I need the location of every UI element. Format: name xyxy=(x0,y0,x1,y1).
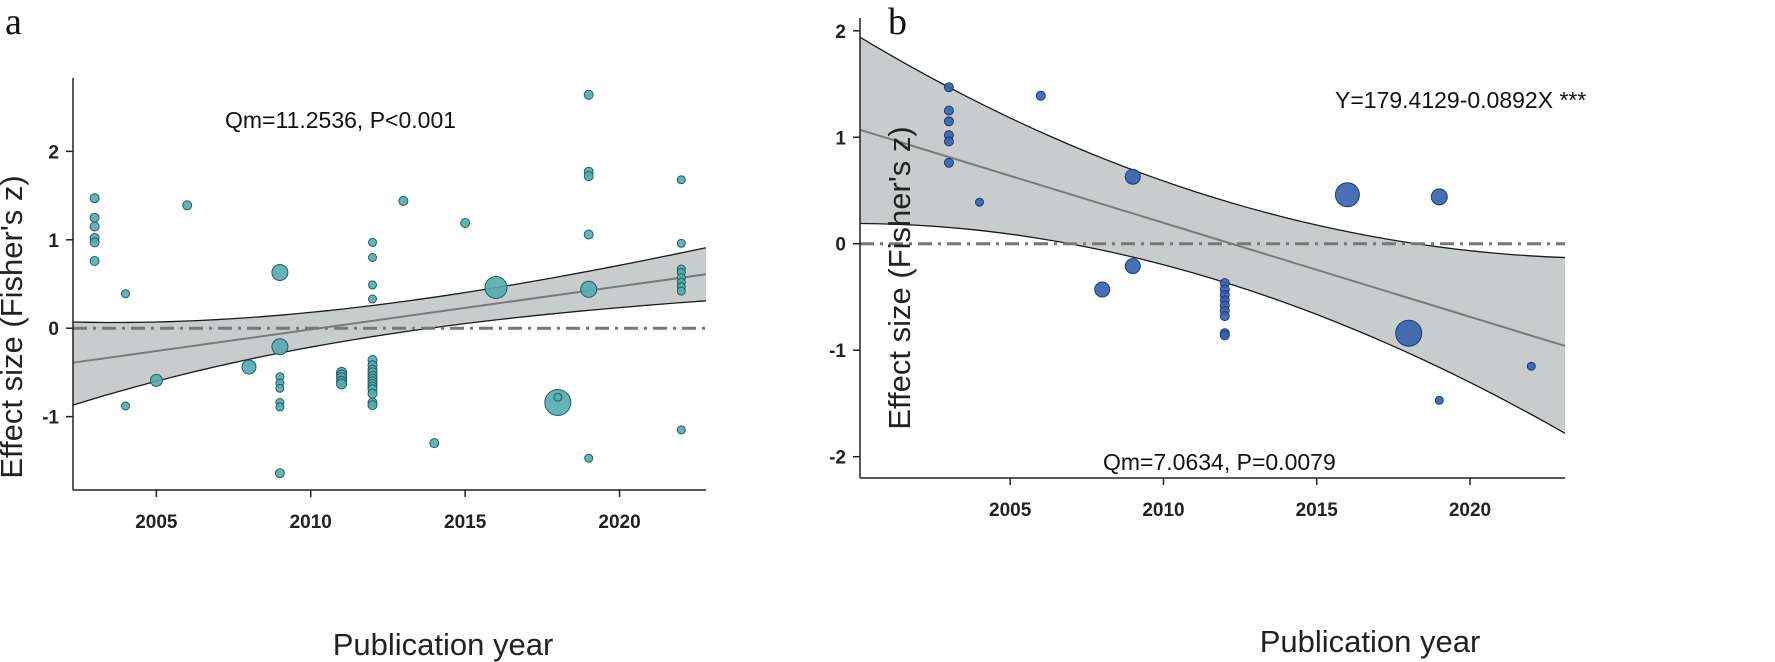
panel-a-x-tick-label: 2015 xyxy=(444,512,487,533)
panel-a-data-point xyxy=(275,383,285,393)
panel-a-data-point xyxy=(676,286,686,296)
panel-b-data-point xyxy=(1434,395,1444,405)
panel-b-x-tick-label: 2020 xyxy=(1449,500,1491,521)
panel-a-regression-line xyxy=(72,273,707,364)
panel-a-x-axis-title: Publication year xyxy=(333,627,554,662)
panel-a-data-point xyxy=(89,221,100,232)
panel-b-data-point xyxy=(1094,281,1111,298)
panel-a-x-tick-label: 2020 xyxy=(598,512,640,533)
panel-a-data-point xyxy=(368,294,377,304)
panel-a-data-point xyxy=(89,256,100,266)
panel-a-ci-upper-line xyxy=(72,247,707,324)
panel-b-data-point xyxy=(943,116,954,127)
panel-b-ci-upper-line xyxy=(859,36,1566,259)
panel-b-data-point xyxy=(1124,168,1141,185)
panel-a-ci-lower-line xyxy=(72,300,707,406)
panel-a-data-point xyxy=(553,392,563,402)
panel-b-x-tick-label: 2010 xyxy=(1142,500,1184,521)
panel-a-data-point xyxy=(676,425,686,435)
panel-a-data-point xyxy=(368,280,377,290)
panel-b-x-tick-label: 2015 xyxy=(1296,500,1339,521)
panel-b-data-point xyxy=(1035,90,1046,101)
panel-b-data-point xyxy=(1219,330,1230,341)
panel-a-data-point xyxy=(583,89,594,100)
panel-a: a 2005 2010 2015 2020 -1 0 1 2 Qm=11.2536, P<0.… xyxy=(0,1,707,662)
panel-a-data-point xyxy=(583,171,594,182)
panel-b-data-point xyxy=(975,197,984,207)
panel-b-y-tick-label: 2 xyxy=(835,22,846,43)
panel-b-regression-equation: Y=179.4129-0.0892X *** xyxy=(1335,87,1586,113)
panel-a-data-point xyxy=(89,212,100,223)
panel-a-data-point xyxy=(429,438,440,449)
panel-a-data-point xyxy=(544,389,572,416)
panel-a-data-point xyxy=(398,195,409,206)
panel-a-y-tick-label: -1 xyxy=(42,408,59,429)
panel-b-y-tick-label: -1 xyxy=(829,341,846,362)
panel-a-data-point xyxy=(368,237,377,247)
panel-b-regression-line xyxy=(859,128,1566,347)
panel-a-confidence-band xyxy=(73,247,706,406)
panel-b-x-axis-title: Publication year xyxy=(1260,624,1481,659)
panel-b-data-point xyxy=(1526,361,1536,371)
panel-a-data-point xyxy=(121,401,130,411)
panel-a-data-point xyxy=(271,338,289,356)
panel-b-data-point xyxy=(1124,258,1141,275)
panel-a-data-point xyxy=(275,402,285,412)
panel-b-data-point xyxy=(1334,182,1360,208)
panel-b-stat-annotation: Qm=7.0634, P=0.0079 xyxy=(1103,449,1336,475)
panel-b-data-point xyxy=(1395,319,1423,347)
panel-a-data-point xyxy=(676,175,686,185)
panel-a-y-tick-label: 2 xyxy=(48,142,59,163)
panel-a-x-tick-label: 2005 xyxy=(135,512,178,533)
panel-a-y-axis-title: Effect size (Fisher's z) xyxy=(0,175,29,478)
panel-b-data-point xyxy=(1219,311,1230,322)
panel-a-data-point xyxy=(241,359,257,375)
panel-a-y-tick-label: 1 xyxy=(48,231,59,252)
panel-a-x-tick-label: 2010 xyxy=(290,512,332,533)
panel-a-data-point xyxy=(367,388,378,399)
panel-b-data-point xyxy=(1430,188,1448,206)
panel-b-data-point xyxy=(943,105,954,116)
panel-b-x-tick-label: 2005 xyxy=(989,500,1032,521)
panel-a-data-point xyxy=(460,218,471,228)
panel-b-label: b xyxy=(888,1,907,43)
panel-a-data-point xyxy=(149,373,163,387)
panel-a-data-point xyxy=(121,289,130,299)
panel-a-data-point xyxy=(584,453,594,463)
panel-b-confidence-band xyxy=(860,37,1565,434)
panel-a-data-point xyxy=(336,378,348,390)
panel-a-data-point xyxy=(274,468,285,479)
panel-b-y-tick-label: 0 xyxy=(835,235,846,256)
panel-b-data-point xyxy=(943,136,954,147)
panel-a-data-point xyxy=(580,280,598,298)
panel-a-data-point xyxy=(182,200,193,211)
panel-b-data-point xyxy=(943,157,954,168)
panel-a-label: a xyxy=(5,1,22,43)
panel-a-stat-annotation: Qm=11.2536, P<0.001 xyxy=(225,107,456,133)
panel-b-data-point xyxy=(943,82,954,93)
panel-b-ci-lower-line xyxy=(859,222,1566,434)
panel-b-y-tick-label: -2 xyxy=(829,448,846,469)
panel-a-data-point xyxy=(89,237,100,248)
panel-a-data-point xyxy=(368,253,377,262)
panel-a-data-point xyxy=(484,276,508,299)
panel-a-data-point xyxy=(367,400,378,411)
panel-b-plot-area: 2005 2010 2015 2020 -2 -1 0 1 2 xyxy=(829,18,1566,521)
panel-b-y-tick-label: 1 xyxy=(835,128,846,149)
panel-a-y-tick-label: 0 xyxy=(48,319,59,340)
panel-b: b 2005 2010 2015 2020 -2 -1 0 1 2 Y=179.4129-0.0… xyxy=(829,1,1586,659)
panel-a-data-point xyxy=(676,238,686,248)
panel-a-data-point xyxy=(89,193,100,204)
panel-a-data-point xyxy=(271,264,289,281)
panel-a-plot-area: 2005 2010 2015 2020 -1 0 1 2 xyxy=(42,78,707,533)
panel-a-data-point xyxy=(583,229,594,240)
panel-b-y-axis-title: Effect size (Fisher's z) xyxy=(882,126,917,429)
